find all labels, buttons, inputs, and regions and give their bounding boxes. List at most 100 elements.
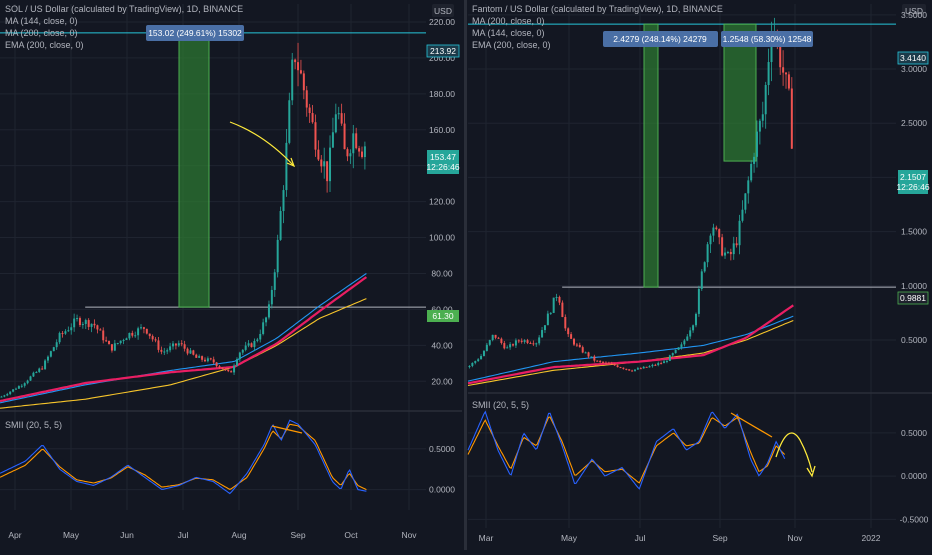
candle-body: [468, 365, 471, 368]
currency-badge[interactable]: USD: [902, 4, 926, 17]
candle-body: [119, 340, 122, 344]
candle-body: [541, 330, 544, 338]
candle-body: [218, 366, 221, 368]
candle-body: [694, 313, 697, 326]
candle-body: [180, 343, 183, 345]
candle-body: [323, 161, 326, 167]
candle-body: [148, 333, 151, 337]
candle-body: [227, 369, 230, 372]
candle-body: [49, 351, 52, 357]
candle-body: [177, 343, 180, 346]
candle-body: [628, 369, 631, 371]
candle-body: [233, 365, 236, 373]
candle-body: [206, 358, 209, 362]
candle-body: [253, 340, 256, 348]
oscillator-legend[interactable]: SMII (20, 5, 5): [5, 420, 62, 430]
indicator-legend-2[interactable]: MA (200, close, 0): [5, 28, 78, 38]
chart-title[interactable]: Fantom / US Dollar (calculated by Tradin…: [472, 4, 723, 14]
candle-body: [491, 334, 494, 341]
resistance-label: 213.92: [430, 46, 456, 56]
candle-body: [750, 163, 753, 181]
candle-body: [686, 336, 689, 341]
candle-body: [288, 100, 291, 143]
support-label: 0.9881: [900, 293, 926, 303]
candle-body: [279, 211, 282, 240]
candle-body: [297, 62, 300, 71]
candle-body: [244, 345, 247, 350]
candle-body: [221, 367, 224, 370]
candle-body: [709, 235, 712, 245]
candle-body: [631, 370, 634, 372]
candle-body: [169, 346, 172, 351]
candle-body: [166, 350, 169, 352]
candle-body: [607, 362, 610, 364]
indicator-legend-1[interactable]: MA (144, close, 0): [5, 16, 78, 26]
candle-body: [41, 368, 44, 370]
price-tick-label: 0.5000: [901, 335, 927, 345]
candle-body: [546, 313, 549, 326]
currency-badge[interactable]: USD: [432, 4, 454, 17]
candle-body: [575, 344, 578, 346]
candle-body: [610, 363, 613, 365]
candle-body: [84, 320, 87, 324]
candle-body: [474, 361, 477, 363]
price-tick-label: 120.00: [429, 197, 455, 207]
chart-title[interactable]: SOL / US Dollar (calculated by TradingVi…: [5, 4, 243, 14]
candle-body: [549, 312, 552, 314]
ftm-chart-panel[interactable]: Fantom / US Dollar (calculated by Tradin…: [467, 4, 932, 543]
candle-body: [619, 367, 622, 369]
candle-body: [482, 350, 485, 356]
overlays: [0, 32, 426, 308]
candle-body: [67, 330, 70, 332]
candle-body: [494, 334, 497, 338]
candle-body: [247, 343, 250, 346]
candle-body: [645, 366, 648, 368]
candle-body: [636, 368, 639, 370]
candle-body: [331, 132, 334, 148]
candle-body: [282, 190, 285, 212]
osc-tick-label: -0.5000: [900, 514, 929, 524]
candle-body: [337, 113, 340, 115]
candle-body: [503, 343, 506, 349]
measure-label-1: 2.4279 (248.14%) 24279: [613, 34, 707, 44]
candle-body: [142, 327, 145, 329]
candle-body: [317, 149, 320, 160]
candle-body: [116, 343, 119, 345]
candle-body: [683, 340, 686, 345]
oscillator-legend[interactable]: SMII (20, 5, 5): [472, 400, 529, 410]
candle-body: [58, 333, 61, 343]
annotation-arrow: [775, 432, 813, 473]
price-tick-label: 220.00: [429, 17, 455, 27]
indicator-legend-1[interactable]: MA (200, close, 0): [472, 16, 545, 26]
candle-body: [14, 388, 17, 390]
time-tick-label: Oct: [344, 530, 358, 540]
time-tick-label: Apr: [8, 530, 21, 540]
price-axis[interactable]: 220.00200.00180.00160.00140.00120.00100.…: [429, 17, 455, 495]
candle-body: [779, 40, 782, 68]
candle-body: [674, 349, 677, 354]
candle-body: [105, 340, 108, 342]
candle-body: [747, 180, 750, 194]
candle-body: [201, 356, 204, 360]
candle-body: [358, 148, 361, 152]
candle-body: [349, 153, 352, 157]
time-axis[interactable]: Mar May Jul Sep Nov 2022: [479, 533, 881, 543]
candle-body: [256, 339, 259, 341]
candle-body: [46, 356, 49, 361]
candle-body: [299, 70, 302, 74]
candle-body: [604, 362, 607, 364]
time-axis[interactable]: Apr May Jun Jul Aug Sep Oct Nov: [8, 530, 417, 540]
candle-body: [488, 340, 491, 345]
candle-body: [96, 325, 99, 330]
candle-body: [485, 344, 488, 351]
indicator-legend-3[interactable]: EMA (200, close, 0): [5, 40, 84, 50]
sol-chart-panel[interactable]: SOL / US Dollar (calculated by TradingVi…: [0, 4, 462, 540]
indicator-legend-2[interactable]: MA (144, close, 0): [472, 28, 545, 38]
candle-body: [680, 344, 683, 348]
candle-body: [523, 340, 526, 342]
resistance-label: 3.4140: [900, 53, 926, 63]
candle-body: [326, 161, 329, 182]
candle-body: [340, 113, 343, 124]
indicator-legend-3[interactable]: EMA (200, close, 0): [472, 40, 551, 50]
